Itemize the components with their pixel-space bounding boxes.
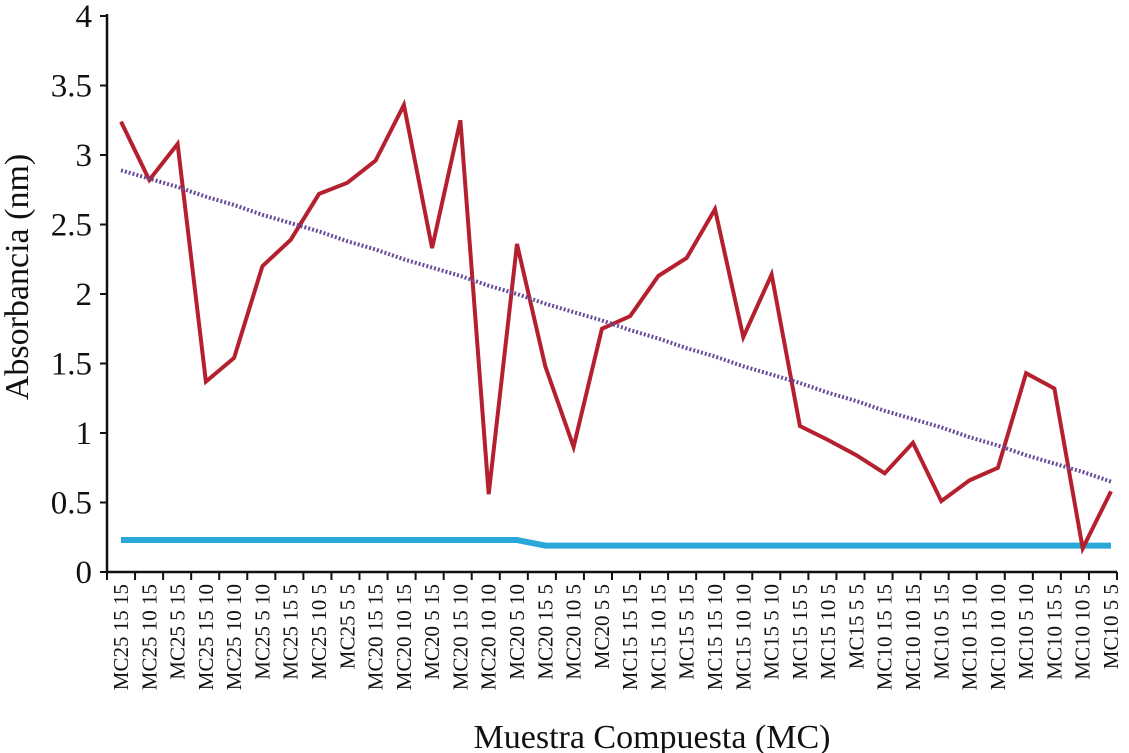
x-category-label: MC10 10 15 — [901, 584, 925, 690]
x-category-label: MC10 15 5 — [1042, 584, 1066, 680]
x-category-label: MC10 15 10 — [958, 584, 982, 690]
x-category-label: MC25 10 10 — [222, 584, 246, 690]
x-category-label: MC20 15 15 — [364, 584, 388, 690]
x-category-label: MC20 5 5 — [590, 584, 614, 669]
x-category-label: MC25 5 15 — [166, 584, 190, 680]
x-category-label: MC25 15 10 — [194, 584, 218, 690]
x-category-label: MC20 10 5 — [562, 584, 586, 680]
x-category-label: MC15 10 15 — [646, 584, 670, 690]
x-category-label: MC15 15 5 — [788, 584, 812, 680]
series-layer — [119, 98, 1113, 555]
x-category-label: MC15 10 5 — [816, 584, 840, 680]
x-category-label: MC25 15 15 — [109, 584, 133, 690]
x-category-label: MC20 5 15 — [420, 584, 444, 680]
x-axis-ticks — [106, 572, 1118, 580]
y-tick-label: 1.5 — [51, 347, 92, 383]
x-category-label: MC15 5 5 — [844, 584, 868, 669]
x-category-label: MC10 5 10 — [1014, 584, 1038, 680]
x-axis-category-labels: MC25 15 15 MC25 10 15 MC25 5 15 MC25 15 10 M… — [109, 584, 1123, 690]
x-category-label: MC15 5 15 — [675, 584, 699, 680]
series-line-absorbance — [119, 98, 1113, 555]
y-tick-label: 3 — [76, 138, 93, 174]
x-category-label: MC20 5 10 — [505, 584, 529, 680]
x-category-label: MC15 15 15 — [618, 584, 642, 690]
x-category-label: MC10 10 10 — [986, 584, 1010, 690]
x-category-label: MC15 10 10 — [731, 584, 755, 690]
x-category-label: MC15 5 10 — [760, 584, 784, 680]
x-category-label: MC10 15 15 — [873, 584, 897, 690]
x-category-label: MC10 5 5 — [1099, 584, 1123, 669]
x-category-label: MC25 10 15 — [137, 584, 161, 690]
x-category-label: MC20 10 15 — [392, 584, 416, 690]
x-category-label: MC20 10 10 — [477, 584, 501, 690]
x-category-label: MC15 15 10 — [703, 584, 727, 690]
y-tick-label: 4 — [76, 0, 93, 35]
x-category-label: MC10 5 15 — [929, 584, 953, 680]
y-tick-label: 2 — [76, 277, 93, 313]
x-category-label: MC25 5 10 — [250, 584, 274, 680]
y-tick-label: 2.5 — [51, 208, 92, 244]
y-axis-ticks — [100, 15, 107, 573]
series-line-trend — [120, 168, 1112, 484]
x-category-label: MC20 15 10 — [448, 584, 472, 690]
series-line-baseline — [121, 537, 1111, 549]
y-tick-label: 1 — [76, 416, 93, 452]
y-tick-label: 0 — [76, 555, 93, 591]
x-category-label: MC25 5 5 — [335, 584, 359, 669]
x-category-label: MC25 10 5 — [307, 584, 331, 680]
y-tick-label: 0.5 — [51, 486, 92, 522]
x-category-label: MC10 10 5 — [1071, 584, 1095, 680]
x-category-label: MC25 15 5 — [279, 584, 303, 680]
x-category-label: MC20 15 5 — [533, 584, 557, 680]
y-tick-label: 3.5 — [51, 69, 92, 105]
x-axis-title: Muestra Compuesta (MC) — [474, 719, 831, 753]
y-axis-tick-labels: 0 0.5 1 1.5 2 2.5 3 3.5 4 — [51, 0, 92, 591]
y-axis-title: Absorbancia (nm) — [0, 154, 36, 400]
